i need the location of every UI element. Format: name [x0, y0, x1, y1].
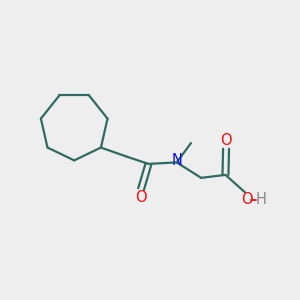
- Text: N: N: [171, 153, 182, 168]
- Text: H: H: [256, 192, 267, 207]
- Text: O: O: [220, 134, 232, 148]
- Text: O: O: [242, 192, 253, 207]
- Text: O: O: [135, 190, 147, 205]
